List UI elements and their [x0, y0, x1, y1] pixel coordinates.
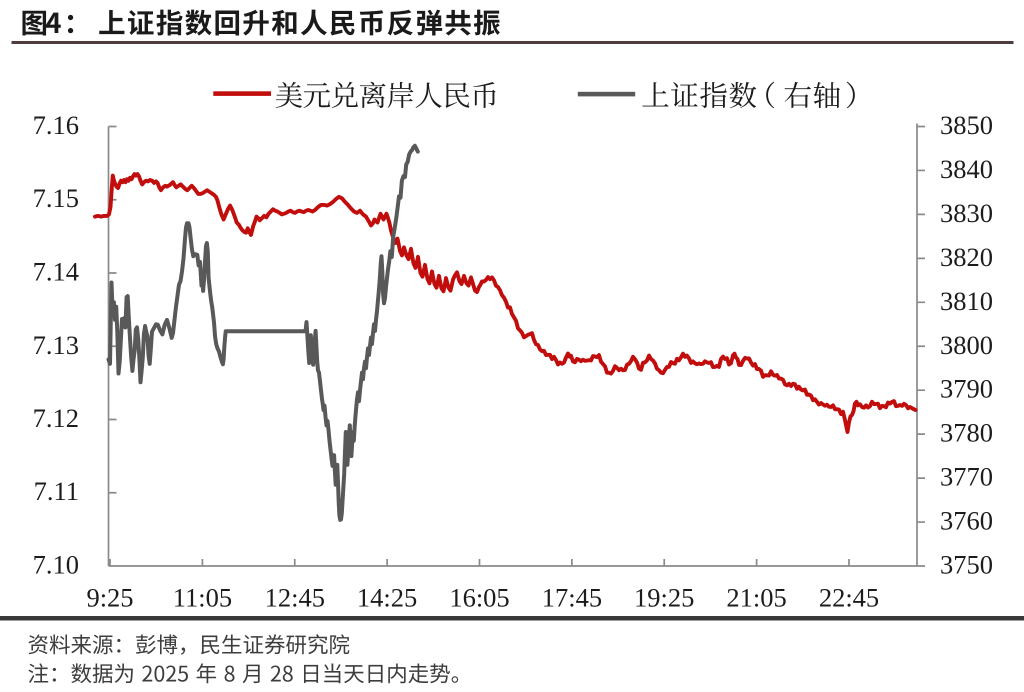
- svg-text:16:05: 16:05: [449, 583, 509, 613]
- svg-text:7.10: 7.10: [33, 550, 79, 580]
- svg-text:3850: 3850: [940, 110, 993, 140]
- svg-text:7.16: 7.16: [33, 110, 79, 140]
- svg-text:7.11: 7.11: [34, 476, 79, 506]
- svg-text:7.13: 7.13: [33, 330, 79, 360]
- svg-text:21:05: 21:05: [726, 583, 786, 613]
- svg-text:19:25: 19:25: [634, 583, 694, 613]
- svg-text:3840: 3840: [940, 154, 993, 184]
- svg-text:14:25: 14:25: [357, 583, 417, 613]
- svg-text:3750: 3750: [940, 550, 993, 580]
- svg-text:3770: 3770: [940, 462, 993, 492]
- svg-text:7.15: 7.15: [33, 183, 79, 213]
- svg-text:11:05: 11:05: [173, 583, 232, 613]
- svg-text:9:25: 9:25: [86, 583, 133, 613]
- svg-text:7.12: 7.12: [33, 403, 79, 433]
- svg-text:3780: 3780: [940, 418, 993, 448]
- svg-text:3810: 3810: [940, 286, 993, 316]
- svg-text:17:45: 17:45: [542, 583, 602, 613]
- svg-text:3760: 3760: [940, 506, 993, 536]
- svg-text:7.14: 7.14: [33, 257, 79, 287]
- svg-text:12:45: 12:45: [265, 583, 325, 613]
- svg-text:3800: 3800: [940, 330, 993, 360]
- svg-text:3820: 3820: [940, 242, 993, 272]
- svg-text:3790: 3790: [940, 374, 993, 404]
- svg-text:3830: 3830: [940, 198, 993, 228]
- svg-text:22:45: 22:45: [819, 583, 879, 613]
